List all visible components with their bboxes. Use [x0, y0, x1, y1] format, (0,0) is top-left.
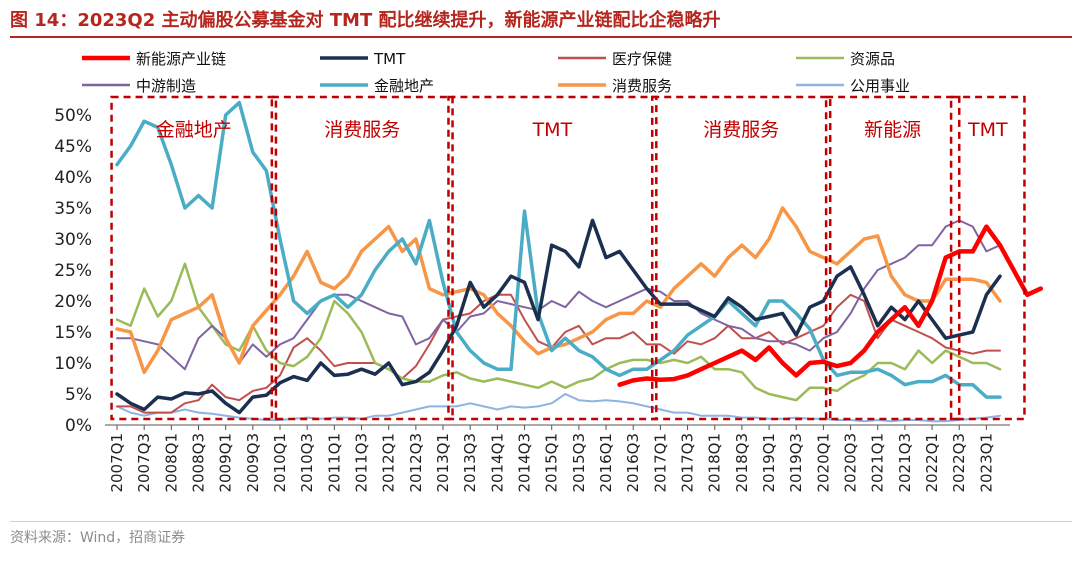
x-tick-label: 2019Q1: [760, 433, 778, 493]
highlight-box-label: 消费服务: [703, 119, 779, 141]
x-tick-label: 2011Q3: [353, 433, 371, 493]
axes: 0% 5% 10% 15% 20% 25% 30% 35% 40% 45% 50% 2007Q1 200…: [54, 106, 1010, 493]
legend-label: TMT: [373, 50, 406, 68]
legend-label: 新能源产业链: [136, 50, 226, 68]
x-tick-label: 2008Q1: [162, 433, 180, 493]
highlight-box-label: 消费服务: [324, 119, 400, 141]
y-tick-label: 5%: [65, 385, 92, 405]
x-tick-label: 2014Q1: [488, 433, 506, 493]
x-tick-label: 2020Q3: [842, 433, 860, 493]
highlight-box-label: 金融地产: [156, 119, 232, 141]
highlight-boxes: 金融地产 消费服务 TMT 消费服务 新能源 TMT: [110, 95, 1026, 421]
x-tick-label: 2015Q3: [570, 433, 588, 493]
series-line: [116, 293, 1001, 414]
legend-label: 资源品: [850, 50, 895, 68]
x-tick-label: 2007Q3: [135, 433, 153, 493]
series-line: [116, 393, 1001, 423]
y-tick-label: 25%: [54, 261, 92, 281]
x-tick-label: 2007Q1: [108, 433, 126, 493]
x-tick-label: 2009Q3: [244, 433, 262, 493]
x-tick-label: 2017Q3: [679, 433, 697, 493]
x-tick-label: 2016Q1: [597, 433, 615, 493]
source-rule: [10, 521, 1072, 522]
y-tick-label: 50%: [54, 106, 92, 126]
legend-label: 医疗保健: [612, 50, 672, 68]
x-tick-label: 2012Q1: [380, 433, 398, 493]
x-tick-label: 2014Q3: [516, 433, 534, 493]
series-line: [115, 262, 1002, 402]
highlight-box-label: TMT: [532, 119, 573, 141]
x-tick-label: 2016Q3: [624, 433, 642, 493]
x-tick-label: 2013Q3: [461, 433, 479, 493]
x-tick-label: 2020Q1: [814, 433, 832, 493]
title-rule: [10, 36, 1072, 38]
x-tick-label: 2009Q1: [217, 433, 235, 493]
series-line: [115, 100, 1002, 399]
y-tick-label: 10%: [54, 354, 92, 374]
x-tick-label: 2015Q1: [543, 433, 561, 493]
highlight-box: [650, 95, 832, 421]
highlight-box: [824, 95, 961, 421]
y-tick-label: 30%: [54, 230, 92, 250]
highlight-box: [270, 95, 454, 421]
legend-label: 消费服务: [612, 77, 672, 95]
x-tick-label: 2008Q3: [190, 433, 208, 493]
y-tick-label: 45%: [54, 137, 92, 157]
x-tick-label: 2017Q1: [651, 433, 669, 493]
x-tick-label: 2021Q1: [869, 433, 887, 493]
x-tick-label: 2021Q3: [896, 433, 914, 493]
legend-label: 公用事业: [850, 77, 910, 95]
legend-label: 中游制造: [136, 77, 196, 95]
x-tick-label: 2011Q1: [325, 433, 343, 493]
x-tick-label: 2023Q1: [977, 433, 995, 493]
series-line: [115, 218, 1002, 415]
x-tick-label: 2013Q1: [434, 433, 452, 493]
highlight-box: [949, 95, 1026, 421]
series-lines: [115, 100, 1044, 423]
x-tick-label: 2010Q3: [298, 433, 316, 493]
highlight-box-label: 新能源: [864, 119, 921, 141]
y-tick-label: 15%: [54, 323, 92, 343]
series-line: [116, 219, 1001, 371]
x-tick-label: 2022Q3: [950, 433, 968, 493]
legend-label: 金融地产: [374, 77, 434, 95]
x-tick-label: 2012Q3: [407, 433, 425, 493]
x-tick-label: 2019Q3: [787, 433, 805, 493]
y-tick-label: 0%: [65, 416, 92, 436]
source-note: 资料来源：Wind，招商证券: [10, 530, 186, 546]
y-tick-label: 35%: [54, 199, 92, 219]
x-tick-label: 2018Q3: [733, 433, 751, 493]
x-tick-label: 2022Q1: [923, 433, 941, 493]
chart-title: 图 14：2023Q2 主动偏股公募基金对 TMT 配比继续提升，新能源产业链配…: [10, 10, 721, 31]
x-tick-label: 2018Q1: [706, 433, 724, 493]
y-tick-label: 40%: [54, 168, 92, 188]
highlight-box-label: TMT: [967, 119, 1008, 141]
y-tick-label: 20%: [54, 292, 92, 312]
highlight-box: [110, 95, 278, 421]
x-tick-label: 2010Q1: [271, 433, 289, 493]
